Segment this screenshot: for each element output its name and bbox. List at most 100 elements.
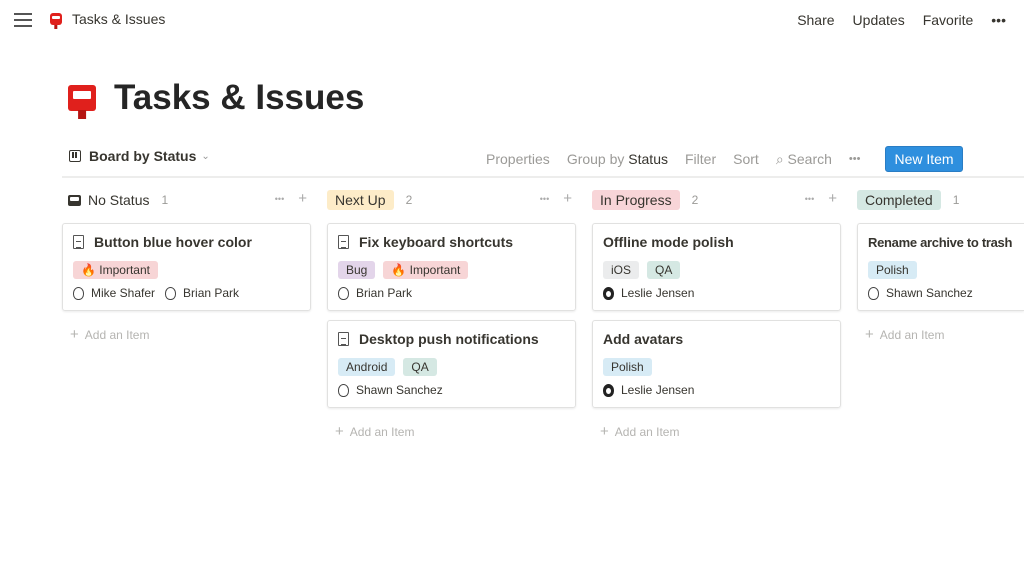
card-title-row: Button blue hover color: [73, 233, 300, 251]
column-name[interactable]: In Progress: [592, 190, 680, 210]
assignee-list: Mike Shafer Brian Park: [73, 286, 300, 300]
more-options-icon[interactable]: •••: [848, 153, 861, 165]
add-item-label: Add an Item: [349, 425, 415, 439]
board-column: Completed 1 Rename archive to trash Polish S…: [857, 188, 1024, 343]
plus-icon[interactable]: +: [298, 190, 307, 207]
page-icon: [73, 235, 84, 249]
search-label: Search: [787, 150, 832, 167]
add-item-label: Add an Item: [614, 425, 680, 439]
tag-list: Polish: [603, 358, 830, 376]
avatar-icon: [73, 286, 84, 300]
share-button[interactable]: Share: [797, 12, 835, 28]
sort-button[interactable]: Sort: [733, 151, 759, 167]
plus-icon: +: [70, 326, 79, 343]
card-title: Button blue hover color: [94, 234, 252, 250]
menu-icon[interactable]: [14, 13, 32, 27]
add-item-label: Add an Item: [879, 328, 945, 342]
column-count: 1: [161, 193, 169, 207]
plus-icon: +: [335, 423, 344, 440]
column-name[interactable]: Next Up: [327, 190, 394, 210]
tag: 🔥 Important: [383, 261, 469, 279]
postbox-icon: [68, 85, 96, 111]
top-bar: Tasks & Issues Share Updates Favorite ••…: [0, 0, 1024, 40]
assignee: Leslie Jensen: [603, 383, 694, 397]
card[interactable]: Desktop push notifications Android QA Shawn…: [327, 320, 576, 408]
view-label: Board by Status: [89, 148, 197, 164]
view-toolbar: Board by Status ⌄ Properties Group by St…: [62, 140, 1024, 178]
assignee-list: Shawn Sanchez: [338, 383, 565, 397]
view-selector[interactable]: Board by Status ⌄: [69, 148, 210, 164]
card-title: Add avatars: [603, 331, 684, 347]
avatar-icon: [338, 286, 349, 300]
assignee: Shawn Sanchez: [338, 383, 443, 397]
column-actions: ••• +: [805, 190, 837, 208]
assignee-list: Brian Park: [338, 286, 565, 300]
group-by-label: Group by: [566, 151, 625, 167]
search-button[interactable]: ⌕ Search: [776, 151, 832, 168]
column-count: 2: [405, 193, 413, 207]
breadcrumb[interactable]: Tasks & Issues: [50, 11, 165, 27]
assignee-list: Shawn Sanchez: [868, 286, 1024, 300]
avatar-icon: [338, 383, 349, 397]
assignee-list: Leslie Jensen: [603, 383, 830, 397]
add-item-button[interactable]: + Add an Item: [327, 423, 576, 440]
postbox-icon: [50, 13, 62, 25]
card-title-row: Fix keyboard shortcuts: [338, 233, 565, 251]
card[interactable]: Button blue hover color 🔥 Important Mike S…: [62, 223, 311, 311]
filter-button[interactable]: Filter: [685, 151, 717, 167]
column-count: 1: [952, 193, 960, 207]
breadcrumb-label: Tasks & Issues: [72, 11, 166, 27]
page-icon: [338, 332, 349, 346]
card[interactable]: Add avatars Polish Leslie Jensen: [592, 320, 841, 408]
favorite-button[interactable]: Favorite: [922, 12, 974, 28]
assignee: Brian Park: [338, 286, 412, 300]
assignee-name: Shawn Sanchez: [886, 286, 973, 300]
tag: 🔥 Important: [73, 261, 158, 279]
add-item-button[interactable]: + Add an Item: [62, 326, 311, 343]
chevron-down-icon: ⌄: [201, 150, 210, 162]
page-icon: [338, 235, 349, 249]
avatar-icon: [603, 286, 614, 300]
new-item-button[interactable]: New Item: [885, 146, 963, 172]
tag-list: Bug 🔥 Important: [338, 261, 565, 279]
group-by-button[interactable]: Group by Status: [567, 151, 668, 167]
assignee-name: Mike Shafer: [91, 286, 156, 300]
column-actions: ••• +: [275, 190, 307, 208]
assignee: Mike Shafer: [73, 286, 155, 300]
updates-button[interactable]: Updates: [852, 12, 905, 28]
card[interactable]: Fix keyboard shortcuts Bug 🔥 Important Bria…: [327, 223, 576, 311]
board-column: Next Up 2 ••• + Fix keyboard shortcuts Bug 🔥 I…: [327, 188, 576, 440]
card[interactable]: Offline mode polish iOS QA Leslie Jensen: [592, 223, 841, 311]
column-count: 2: [691, 193, 699, 207]
more-icon[interactable]: •••: [991, 12, 1006, 28]
tag-list: 🔥 Important: [73, 261, 300, 279]
card[interactable]: Rename archive to trash Polish Shawn Sanch…: [857, 223, 1024, 311]
card-title: Fix keyboard shortcuts: [359, 234, 514, 250]
column-header: Completed 1: [857, 188, 1024, 212]
board-icon: [69, 150, 81, 162]
assignee-name: Brian Park: [356, 286, 413, 300]
avatar-icon: [165, 286, 177, 300]
assignee-name: Brian Park: [183, 286, 240, 300]
card-title: Rename archive to trash: [868, 234, 1013, 250]
column-name[interactable]: No Status: [88, 192, 150, 208]
add-item-button[interactable]: + Add an Item: [857, 326, 1024, 343]
inbox-icon: [68, 194, 81, 206]
more-icon[interactable]: •••: [804, 194, 815, 204]
assignee: Shawn Sanchez: [868, 286, 973, 300]
column-name[interactable]: Completed: [857, 190, 941, 210]
column-header: Next Up 2 ••• +: [327, 188, 576, 212]
page-title: Tasks & Issues: [114, 78, 365, 117]
add-item-button[interactable]: + Add an Item: [592, 423, 841, 440]
tag: QA: [647, 261, 681, 279]
card-title-row: Rename archive to trash: [868, 233, 1024, 251]
plus-icon[interactable]: +: [563, 190, 572, 207]
plus-icon[interactable]: +: [828, 190, 837, 207]
more-icon[interactable]: •••: [274, 194, 285, 204]
tag: Polish: [603, 358, 652, 376]
board-column: In Progress 2 ••• + Offline mode polish iOS QA…: [592, 188, 841, 440]
properties-button[interactable]: Properties: [486, 151, 550, 167]
column-header: No Status 1 ••• +: [62, 188, 311, 212]
assignee-list: Leslie Jensen: [603, 286, 830, 300]
more-icon[interactable]: •••: [539, 194, 550, 204]
